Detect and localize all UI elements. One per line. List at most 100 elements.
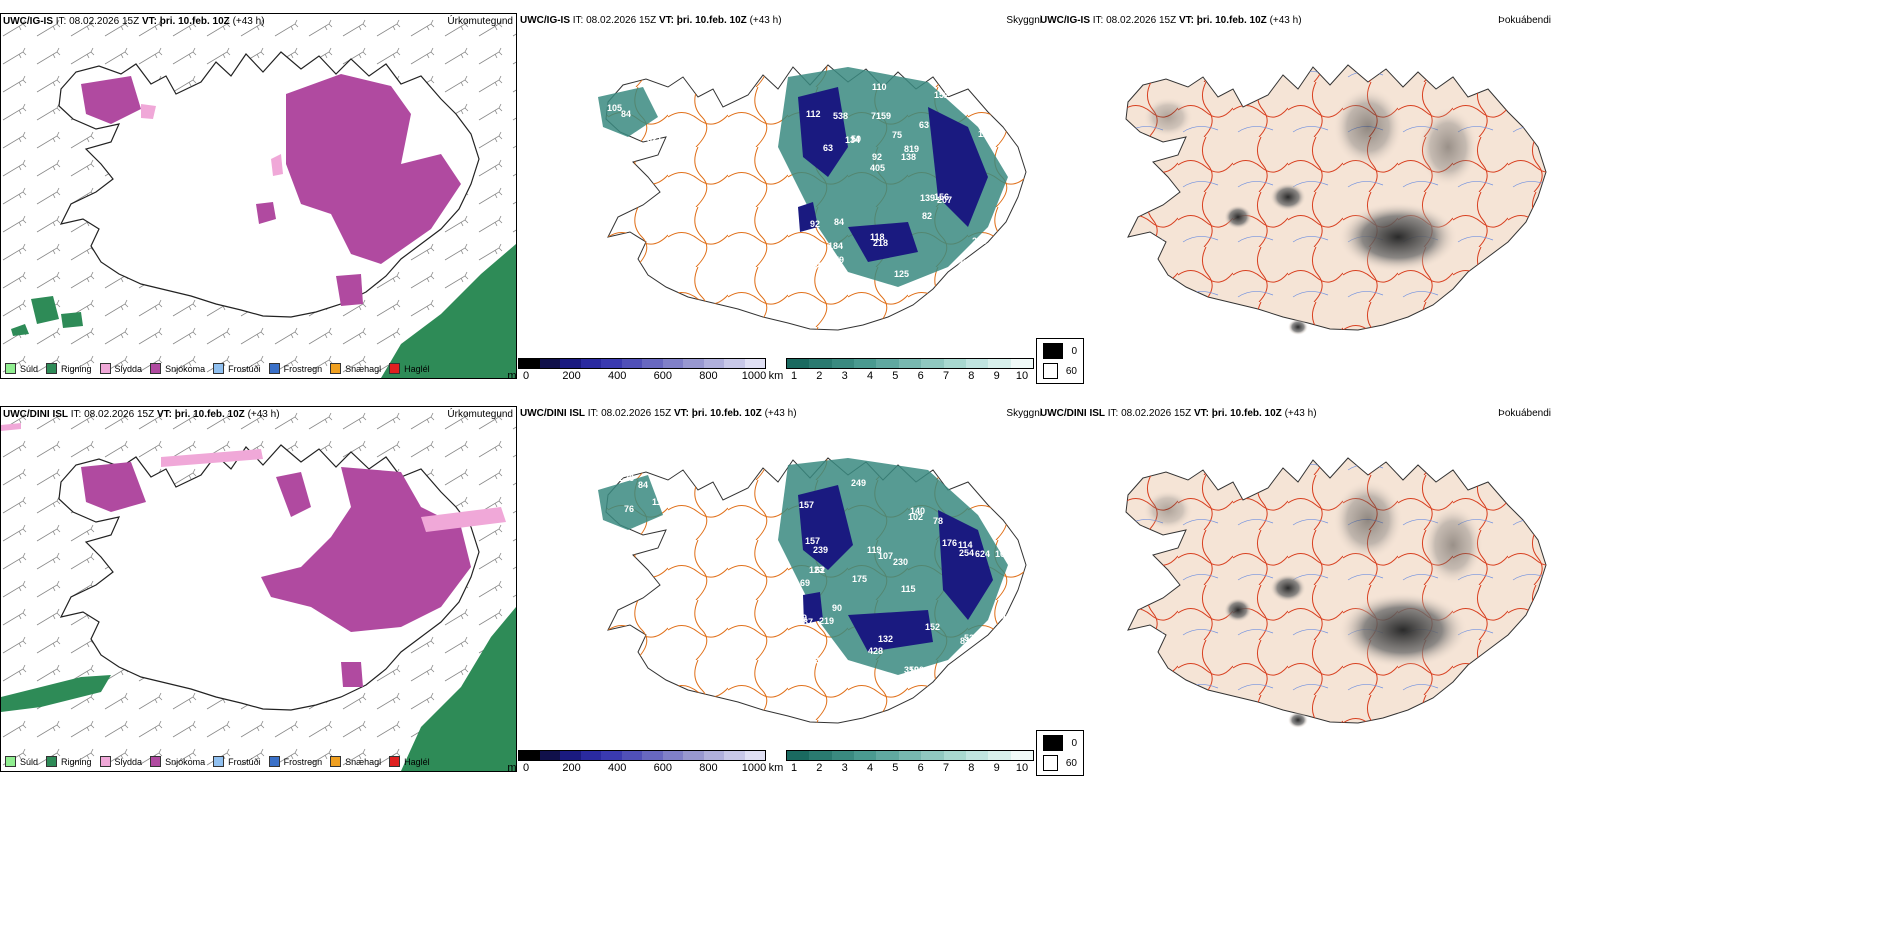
visibility-value-label: 624	[975, 549, 990, 559]
colorbar-segment	[560, 359, 581, 368]
visibility-value-label: 85	[985, 473, 995, 483]
legend-item: Súld	[5, 756, 38, 767]
visibility-value-label: 359	[904, 665, 919, 675]
legend-label: Frostúði	[228, 363, 261, 374]
visibility-value-label: 107	[878, 551, 893, 561]
legend-swatch	[268, 756, 280, 767]
colorbar-segment	[703, 359, 724, 368]
colorbar-tick: 0	[522, 762, 530, 774]
visibility-panel-bottom: UWC/DINI ISL IT: 08.02.2026 15Z VT: þri.…	[518, 406, 1042, 772]
visibility-value-label: 78	[933, 516, 943, 526]
visibility-value-label: 249	[851, 478, 866, 488]
colorbar-segment	[898, 359, 922, 368]
colorbar-tick: 8	[968, 762, 975, 774]
colorbar-segment	[809, 751, 832, 760]
colorbar-segment	[965, 751, 989, 760]
visibility-value-label: 538	[833, 111, 848, 121]
visibility-value-label: 321	[647, 134, 662, 144]
legend-item: Frostregn	[268, 363, 322, 374]
fog-panel-top: UWC/IG-IS IT: 08.02.2026 15Z VT: þri. 10…	[1038, 13, 1551, 379]
colorbar-segment	[601, 751, 622, 760]
visibility-value-label: 473	[806, 656, 821, 666]
visibility-value-label: 390	[796, 262, 811, 272]
visibility-value-label: 139	[920, 193, 935, 203]
visibility-value-label: 119	[648, 87, 663, 97]
visibility-value-label: 87	[803, 617, 813, 627]
visibility-value-label: 84	[834, 217, 844, 227]
visibility-value-label: 184	[828, 241, 843, 251]
legend-label: Haglél	[404, 363, 430, 374]
colorbar-segment	[703, 751, 724, 760]
vis-blue-top	[798, 87, 988, 262]
visibility-value-label: 123	[809, 565, 824, 575]
colorbar-tick: 4	[866, 370, 874, 382]
visibility-value-label: 254	[959, 548, 974, 558]
colorbar-segment	[988, 359, 1011, 368]
colorbar-segment	[744, 751, 765, 760]
colorbar-segment	[787, 751, 810, 760]
visibility-value-label: 207	[937, 195, 952, 205]
colorbar-tick: 0	[522, 370, 530, 382]
legend-swatch	[5, 756, 16, 767]
precip-legend-top: Súld Rigning Slydda Snjókoma Frostúði Frostre…	[5, 363, 430, 374]
snow-areas	[81, 74, 461, 306]
colorbar-segment	[988, 751, 1011, 760]
legend-label: Súld	[20, 756, 39, 767]
legend-swatch	[330, 363, 342, 374]
ceiling-colorbar-bottom: m 0 200 400 600 800 1000	[507, 750, 766, 775]
colorbar-segment	[744, 359, 765, 368]
colorbar-tick: 8	[968, 370, 975, 382]
visibility-value-label: 819	[904, 144, 919, 154]
rain-areas	[11, 244, 516, 378]
visibility-map-bottom: 226 84 118 76 115 62 157 78 69 102 230 473 249 175 359…	[598, 457, 1027, 724]
visibility-value-label: 69	[800, 578, 810, 588]
legend-swatch	[46, 363, 58, 374]
legend-swatch	[150, 756, 162, 767]
colorbar-tick: 1000	[741, 370, 767, 382]
legend-item: Snæhagl	[330, 363, 381, 374]
colorbar-tick: 7	[942, 762, 950, 774]
colorbar-segment	[1010, 751, 1033, 760]
visibility-value-label: 138	[901, 152, 916, 162]
fog-legend-top: 0 60	[1036, 338, 1084, 384]
visibility-value-label: 110	[872, 82, 887, 92]
legend-item: Slydda	[99, 756, 142, 767]
visibility-value-label: 102	[908, 512, 923, 522]
colorbar-tick: 600	[653, 370, 672, 382]
visibility-value-label: 101	[995, 549, 1010, 559]
visibility-value-label: 175	[852, 574, 867, 584]
colorbar-tick: 9	[993, 762, 1000, 774]
visibility-value-label: 105	[607, 103, 622, 113]
legend-label: Snæhagl	[345, 363, 382, 374]
visibility-header-top: UWC/IG-IS IT: 08.02.2026 15Z VT: þri. 10…	[520, 15, 782, 26]
visibility-title-top: Skyggni	[1006, 15, 1042, 26]
precip-type-panel-top: UWC/IG-IS IT: 08.02.2026 15Z VT: þri. 10…	[0, 13, 517, 379]
visibility-value-label: 239	[813, 545, 828, 555]
colorbar-tick: 800	[699, 762, 718, 774]
visibility-value-label: 218	[873, 238, 888, 248]
colorbar-tick: 9	[993, 370, 1000, 382]
legend-swatch	[99, 756, 111, 767]
colorbar-tick: 400	[608, 370, 627, 382]
visibility-value-label: 89	[813, 261, 823, 271]
colorbar-segment	[519, 359, 540, 368]
colorbar-segment	[854, 359, 877, 368]
fog-legend-bottom: 0 60	[1036, 730, 1084, 776]
legend-swatch	[330, 756, 342, 767]
visibility-value-label: 226	[619, 473, 634, 483]
legend-swatch	[213, 363, 225, 374]
colorbar-segment	[560, 751, 581, 760]
colorbar-tick: 10	[1015, 370, 1029, 382]
visibility-value-label: 118	[870, 232, 885, 242]
colorbar-segment	[943, 751, 966, 760]
legend-item: Snæhagl	[330, 756, 381, 767]
legend-item: Frostúði	[213, 363, 261, 374]
fog-title-top: Þokuábendi	[1498, 15, 1551, 26]
colorbar-segment	[662, 751, 683, 760]
legend-swatch	[46, 756, 58, 767]
colorbar-tick: 3	[841, 370, 848, 382]
colorbar-segment	[921, 359, 944, 368]
colorbar-segment	[831, 751, 855, 760]
km-unit: km	[768, 762, 784, 774]
colorbar-segment	[876, 751, 899, 760]
